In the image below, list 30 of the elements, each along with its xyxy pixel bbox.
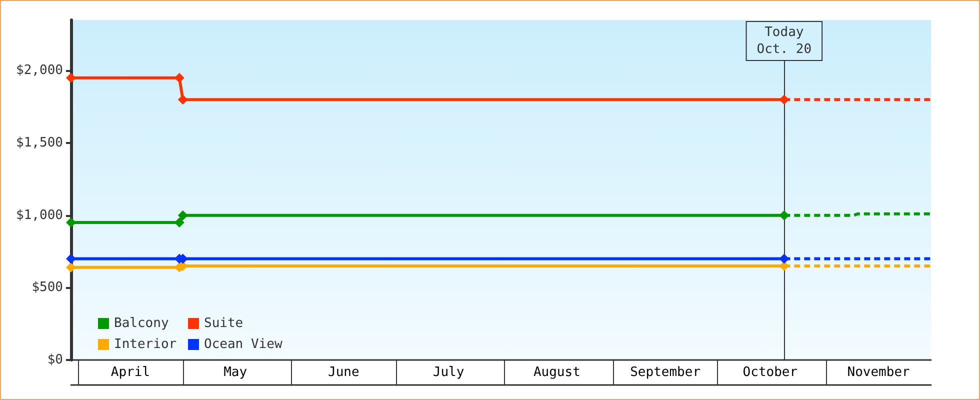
point (66, 218, 76, 228)
y-tick-label: $1,000 (16, 208, 63, 223)
y-tick-label: $2,000 (16, 63, 63, 78)
point (779, 94, 790, 105)
point (66, 262, 76, 272)
point (174, 72, 184, 83)
x-tick-label: September (630, 365, 701, 380)
legend-label: Balcony (114, 316, 169, 331)
point (779, 254, 790, 264)
y-tick-label: $1,500 (16, 135, 63, 150)
point (779, 210, 790, 220)
point (66, 72, 76, 83)
y-tick-label: $0 (47, 352, 63, 368)
legend-label: Interior (114, 337, 177, 352)
x-tick-label: April (110, 365, 150, 380)
ref-line-label: Today Oct. 20 (756, 25, 812, 57)
point (178, 210, 188, 220)
legend-label: Ocean View (204, 337, 282, 352)
legend-label: Suite (204, 316, 244, 331)
point (779, 260, 790, 271)
x-tick-label: May (224, 365, 248, 380)
x-tick-label: July (432, 365, 464, 380)
x-tick-label: November (847, 365, 910, 380)
y-tick-label: $500 (32, 280, 63, 296)
x-tick-label: October (742, 365, 798, 380)
point (174, 218, 184, 228)
point (66, 254, 76, 264)
x-tick-label: June (328, 365, 360, 380)
x-tick-label: August (533, 365, 580, 380)
point (178, 94, 188, 105)
